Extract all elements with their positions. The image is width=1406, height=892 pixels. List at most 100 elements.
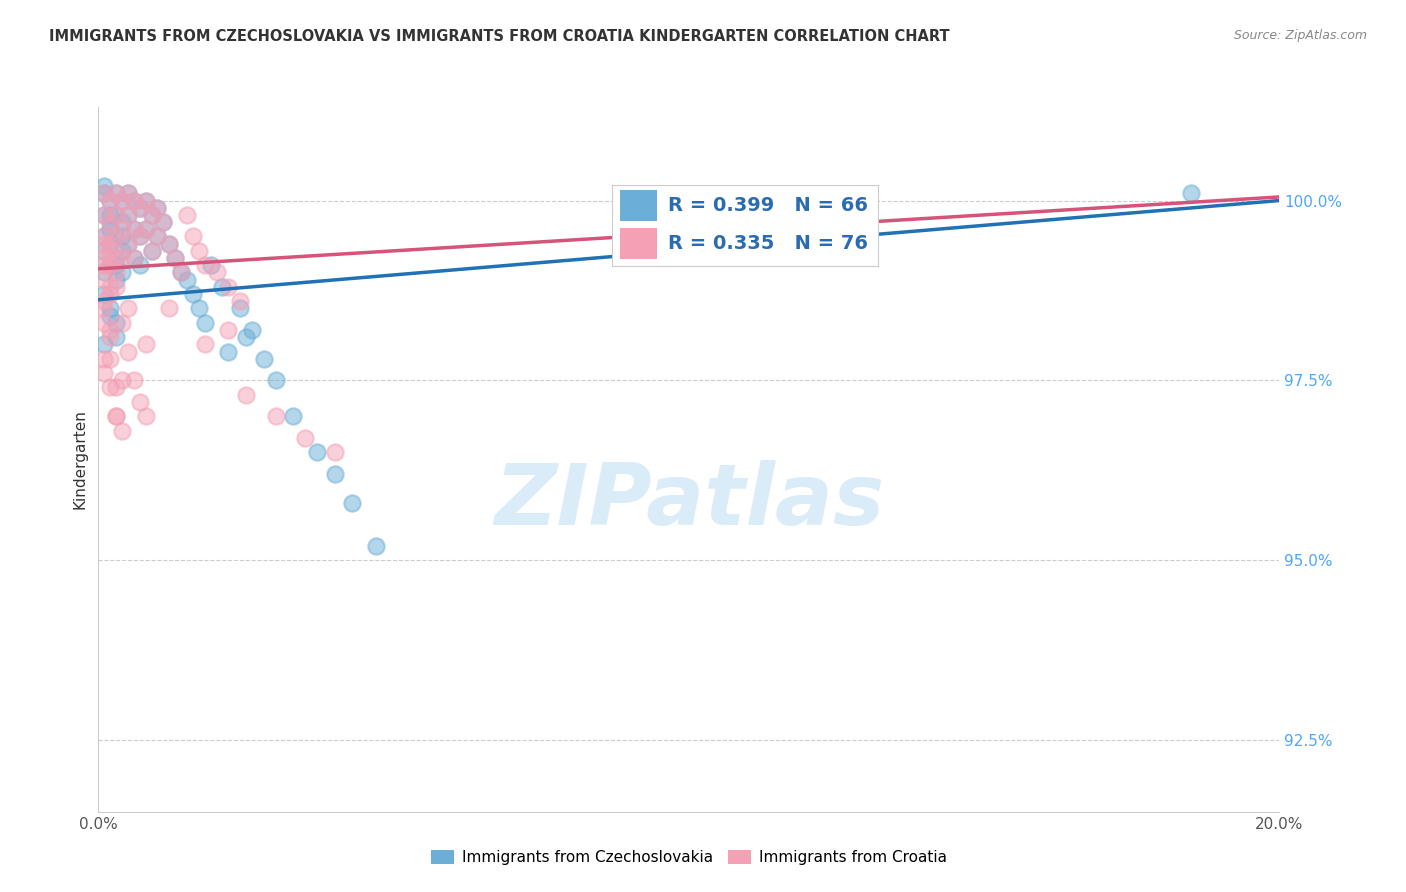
Point [98, 280, 121, 294]
Point [93, 287, 115, 301]
Point [111, 244, 134, 258]
Point [187, 244, 209, 258]
Point [240, 323, 263, 337]
Point [200, 258, 222, 272]
Point [105, 229, 128, 244]
Point [135, 194, 157, 208]
Text: R = 0.399   N = 66: R = 0.399 N = 66 [668, 196, 868, 215]
Point [111, 316, 134, 330]
Point [93, 186, 115, 201]
Point [135, 222, 157, 236]
Point [176, 208, 198, 222]
Point [146, 229, 169, 244]
Point [264, 409, 287, 424]
Point [128, 395, 150, 409]
Point [181, 229, 204, 244]
Point [211, 280, 233, 294]
Point [146, 201, 169, 215]
Point [117, 186, 139, 201]
Point [93, 229, 115, 244]
Point [122, 194, 145, 208]
Point [229, 301, 252, 316]
Point [93, 208, 115, 222]
Point [93, 351, 115, 366]
Point [141, 244, 163, 258]
Point [135, 222, 157, 236]
Point [217, 344, 239, 359]
FancyBboxPatch shape [620, 228, 658, 259]
Point [170, 265, 193, 279]
Point [105, 208, 128, 222]
Point [264, 373, 287, 387]
Point [122, 251, 145, 265]
FancyBboxPatch shape [620, 190, 658, 221]
Point [93, 208, 115, 222]
Point [93, 301, 115, 316]
Point [93, 236, 115, 251]
Point [93, 186, 115, 201]
Point [105, 409, 128, 424]
Point [98, 309, 121, 323]
Point [217, 280, 239, 294]
Point [181, 287, 204, 301]
Point [105, 380, 128, 394]
Point [105, 272, 128, 286]
Point [93, 272, 115, 286]
Point [93, 251, 115, 265]
Point [93, 265, 115, 279]
Point [98, 244, 121, 258]
Point [146, 201, 169, 215]
Point [342, 495, 364, 509]
Point [98, 215, 121, 229]
Text: ZIPatlas: ZIPatlas [494, 460, 884, 543]
Point [105, 316, 128, 330]
Point [194, 316, 217, 330]
Point [98, 330, 121, 344]
Point [176, 272, 198, 286]
Point [111, 424, 134, 438]
Point [98, 258, 121, 272]
Point [111, 229, 134, 244]
Point [117, 301, 139, 316]
Point [105, 258, 128, 272]
Point [235, 330, 257, 344]
Point [98, 351, 121, 366]
Point [1180, 186, 1202, 201]
Point [111, 373, 134, 387]
Point [122, 373, 145, 387]
Y-axis label: Kindergarten: Kindergarten [72, 409, 87, 509]
Point [194, 258, 217, 272]
Point [111, 265, 134, 279]
Point [105, 251, 128, 265]
Text: Source: ZipAtlas.com: Source: ZipAtlas.com [1233, 29, 1367, 43]
Point [146, 229, 169, 244]
Point [294, 431, 316, 445]
Point [105, 330, 128, 344]
Point [323, 467, 346, 481]
Point [217, 323, 239, 337]
Point [93, 294, 115, 309]
Point [122, 194, 145, 208]
Point [111, 194, 134, 208]
Point [117, 186, 139, 201]
Point [229, 294, 252, 309]
Point [122, 251, 145, 265]
Point [194, 337, 217, 351]
Point [135, 194, 157, 208]
Point [157, 301, 180, 316]
Point [305, 445, 328, 459]
Point [98, 222, 121, 236]
Point [98, 301, 121, 316]
Point [93, 366, 115, 380]
Point [111, 222, 134, 236]
Point [98, 215, 121, 229]
Point [111, 251, 134, 265]
Point [170, 265, 193, 279]
Point [253, 351, 276, 366]
Point [105, 186, 128, 201]
Point [117, 208, 139, 222]
Point [105, 208, 128, 222]
Point [128, 258, 150, 272]
Point [235, 387, 257, 401]
Point [117, 236, 139, 251]
